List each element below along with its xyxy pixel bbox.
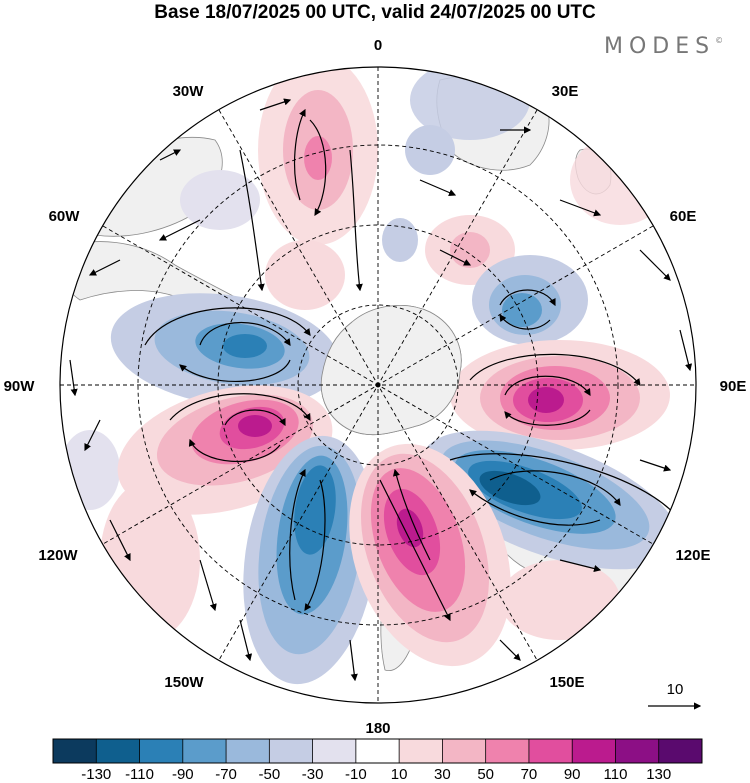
- anomaly-positive: [265, 240, 345, 310]
- reference-vector: 10: [648, 681, 702, 710]
- colorbar-swatch: [442, 739, 487, 763]
- colorbar-tick-label: 90: [564, 766, 581, 783]
- colorbar-tick-label: -90: [172, 766, 194, 783]
- colorbar-swatch: [269, 739, 313, 763]
- anomaly-negative: [294, 465, 336, 555]
- anomaly-positive: [500, 560, 620, 640]
- lon-label-90e: 90E: [720, 378, 747, 395]
- modes-logo: MODES©: [604, 34, 723, 59]
- colorbar-swatch: [615, 739, 660, 763]
- anomaly-negative: [405, 125, 455, 175]
- antarctica-outline: [320, 305, 462, 436]
- anomaly-negative: [223, 334, 267, 358]
- colorbar-tick-label: 30: [434, 766, 451, 783]
- anomaly-positive: [304, 136, 332, 180]
- colorbar-tick-label: -130: [81, 766, 111, 783]
- lon-label-120w: 120W: [38, 547, 78, 564]
- copyright-mark: ©: [715, 36, 724, 45]
- anomaly-negative: [502, 293, 542, 327]
- lon-label-60e: 60E: [670, 208, 697, 225]
- map-border: [59, 66, 697, 704]
- colorbar-swatch: [139, 739, 184, 763]
- lon-label-120e: 120E: [675, 547, 710, 564]
- anomaly-negative: [180, 170, 260, 230]
- colorbar-tick-label: 110: [604, 766, 628, 783]
- anomaly-positive: [528, 387, 564, 413]
- colorbar-tick-label: 50: [477, 766, 494, 783]
- reference-vector-label: 10: [667, 681, 684, 698]
- colorbar-frame: [52, 738, 703, 764]
- map-disk: [60, 67, 696, 703]
- anomaly-negative: [630, 560, 690, 620]
- map-title: Base 18/07/2025 00 UTC, valid 24/07/2025…: [154, 2, 596, 23]
- lon-label-90w: 90W: [4, 378, 36, 395]
- south-pole-marker: [375, 382, 381, 388]
- lon-label-150e: 150E: [549, 674, 584, 691]
- colorbar-swatch: [53, 739, 97, 763]
- wind-vectors: [69, 98, 693, 682]
- anomaly-negative: [382, 218, 418, 262]
- brand-text: MODES: [604, 34, 716, 59]
- colorbar-tick-label: -10: [345, 766, 367, 783]
- colorbar-swatch: [312, 739, 357, 763]
- lon-label-30e: 30E: [552, 83, 579, 100]
- anomaly-negative: [479, 470, 541, 506]
- anomaly-negative: [60, 430, 120, 510]
- colorbar-swatch: [485, 739, 530, 763]
- colorbar-tick-label: -70: [215, 766, 237, 783]
- anomaly-positive: [396, 508, 424, 548]
- lon-label-180: 180: [365, 720, 390, 737]
- colorbar-tick-label: -50: [258, 766, 280, 783]
- colorbar-swatch: [355, 739, 400, 763]
- colorbar-tick-label: 70: [521, 766, 538, 783]
- colorbar-swatch: [528, 739, 573, 763]
- colorbar-tick-label: 130: [646, 766, 671, 783]
- anomaly-positive: [238, 415, 272, 437]
- colorbar-swatch: [572, 739, 616, 763]
- colorbar-tick-label: 10: [391, 766, 408, 783]
- colorbar-tick-label: -30: [302, 766, 324, 783]
- anomaly-positive: [450, 232, 490, 268]
- colorbar-swatch: [226, 739, 270, 763]
- colorbar-tick-label: -110: [125, 766, 154, 783]
- lon-label-0: 0: [374, 37, 382, 54]
- lon-label-30w: 30W: [173, 83, 205, 100]
- lon-label-150w: 150W: [164, 674, 204, 691]
- anomaly-positive: [570, 135, 670, 225]
- colorbar: -130 -110 -90 -70 -50 -30 -10 10 30 50 70 90 110 130: [52, 738, 703, 783]
- lon-label-60w: 60W: [49, 208, 81, 225]
- colorbar-swatch: [182, 739, 227, 763]
- colorbar-swatch: [658, 739, 703, 763]
- colorbar-swatch: [399, 739, 443, 763]
- colorbar-swatch: [96, 739, 140, 763]
